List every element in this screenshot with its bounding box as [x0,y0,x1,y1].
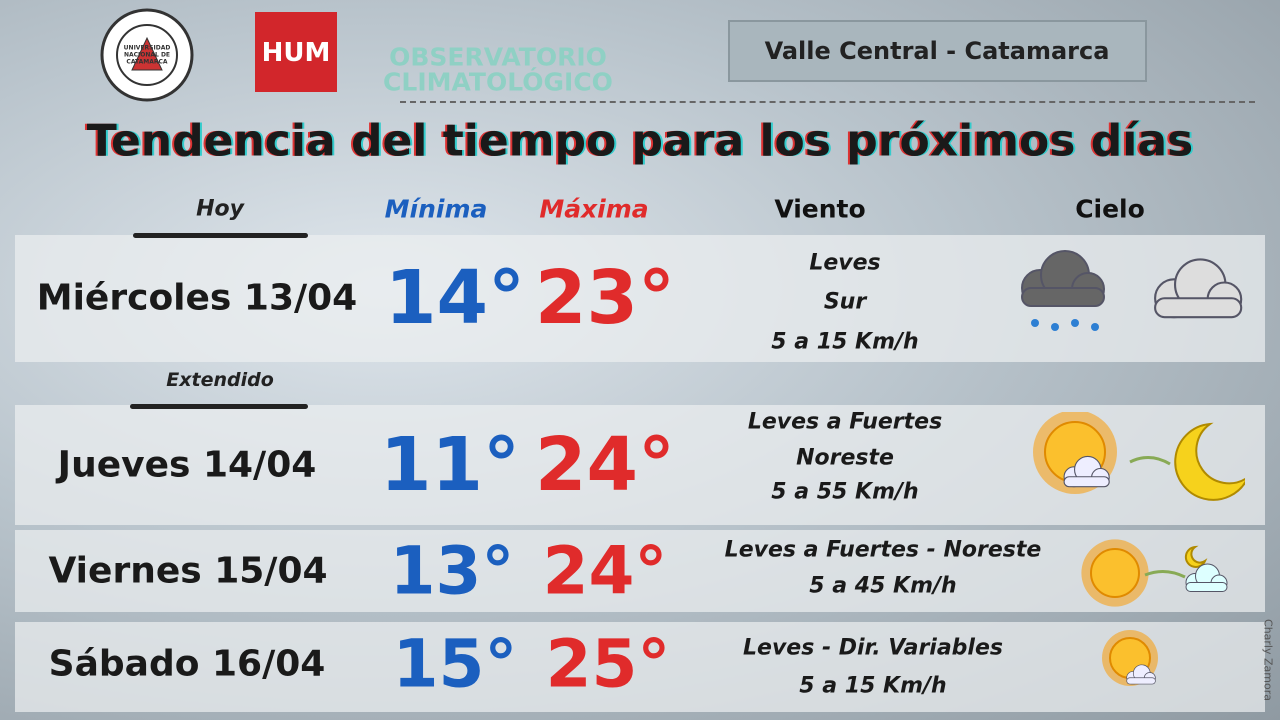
max-temp: 23° [535,255,675,341]
credit: Charly Zamora [1261,619,1275,701]
extended-label: Extendido [166,369,274,391]
column-header: Hoy [196,196,244,222]
min-temp: 14° [385,255,525,341]
wind-line: Leves - Dir. Variables [743,635,1003,661]
wind-line: 5 a 45 Km/h [809,573,957,599]
min-temp: 15° [392,625,518,703]
wind-line: Sur [823,289,867,315]
divider [400,101,1255,103]
sky-icon [1033,412,1245,501]
sky-icon [1021,250,1243,331]
column-header: Máxima [539,194,649,224]
wind-line: Leves a Fuertes [747,409,943,435]
wind-line: 5 a 55 Km/h [771,479,919,505]
max-temp: 24° [542,532,668,610]
hum-logo: HUM [261,38,331,68]
day-name: Sábado 16/04 [48,643,326,685]
max-temp: 25° [545,625,671,703]
sky-icon [1102,630,1158,686]
wind-line: Leves a Fuertes - Noreste [724,537,1042,563]
hum-logo-bg [255,12,337,92]
column-header: Cielo [1075,194,1145,224]
column-header: Viento [774,194,866,224]
observatory-logo: CLIMATOLÓGICO [383,67,613,97]
day-name: Miércoles 13/04 [36,277,358,319]
column-header: Mínima [384,194,488,224]
wind-line: 5 a 15 Km/h [771,329,919,355]
wind-line: 5 a 15 Km/h [799,673,947,699]
university-logo [100,8,194,102]
wind-line: Leves [809,250,881,276]
day-name: Viernes 15/04 [48,550,328,592]
day-name: Jueves 14/04 [57,444,317,486]
max-temp: 24° [535,422,675,508]
underline [130,404,308,409]
min-temp: 11° [380,422,520,508]
region: Valle Central - Catamarca [764,37,1110,65]
observatory-logo: OBSERVATORIO [389,42,607,72]
university-name: UNIVERSIDAD NACIONAL DE CATAMARCA [123,44,171,66]
min-temp: 13° [389,532,515,610]
region-box [728,20,1147,82]
day-row-bg [15,622,1265,712]
day-row-bg [15,530,1265,612]
underline [133,233,308,238]
sky-icon [1081,539,1228,607]
wind-line: Noreste [796,445,894,471]
title: Tendencia del tiempo para los próximos d… [86,115,1194,167]
